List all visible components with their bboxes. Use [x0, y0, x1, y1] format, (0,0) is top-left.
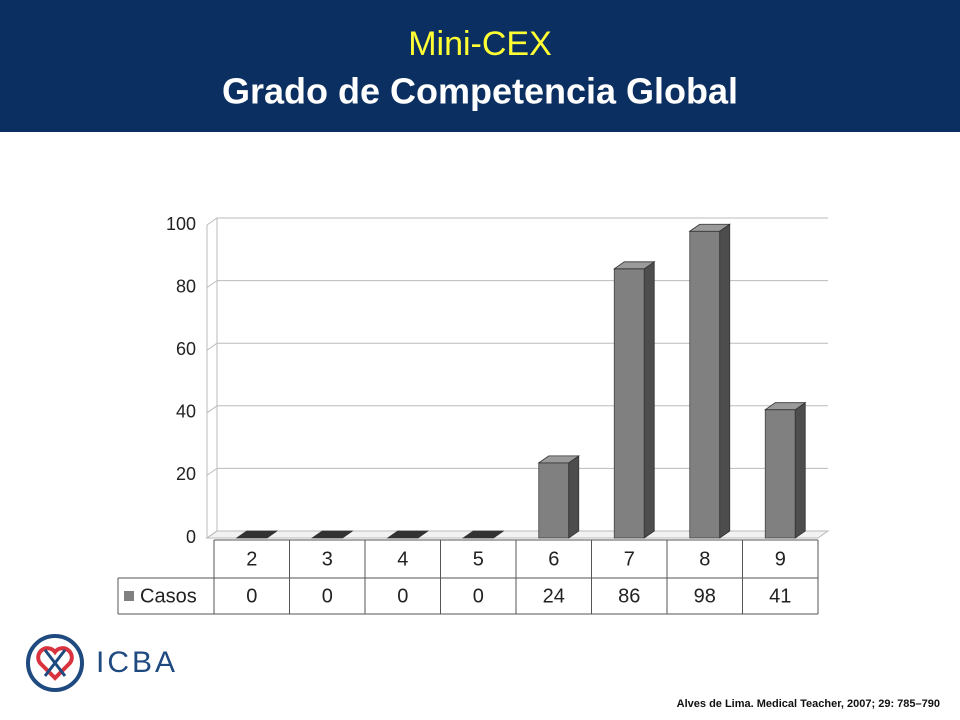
y-tick-label: 60 — [176, 339, 196, 359]
bar-top — [537, 455, 581, 464]
chart-subtitle: Grado de Competencia Global — [222, 71, 738, 112]
table-value: 98 — [694, 585, 716, 607]
chart-title: Mini-CEX — [408, 25, 552, 63]
legend-label: Casos — [140, 585, 197, 607]
source-citation: Alves de Lima. Medical Teacher, 2007; 29… — [677, 698, 940, 710]
y-tick-label: 0 — [186, 527, 196, 547]
x-tick-label: 9 — [775, 548, 786, 570]
y-tick-label: 40 — [176, 402, 196, 422]
bar-top — [310, 530, 354, 539]
table-value: 41 — [769, 585, 791, 607]
y-tick-label: 20 — [176, 464, 196, 484]
x-tick-label: 3 — [322, 548, 333, 570]
table-value: 0 — [473, 585, 484, 607]
bar-side — [719, 223, 731, 539]
x-tick-label: 8 — [699, 548, 710, 570]
bar — [613, 268, 645, 539]
bar-top — [763, 402, 807, 411]
bar-side — [643, 261, 655, 539]
y-tick-label: 80 — [176, 276, 196, 296]
x-tick-label: 5 — [473, 548, 484, 570]
bar — [689, 230, 721, 539]
table-value: 0 — [322, 585, 333, 607]
x-tick-label: 2 — [246, 548, 257, 570]
legend-swatch — [124, 591, 134, 601]
bar — [538, 462, 570, 539]
table-value: 86 — [618, 585, 640, 607]
bar-top — [688, 223, 732, 232]
header-band — [0, 0, 960, 132]
bar-side — [568, 455, 580, 539]
x-tick-label: 4 — [397, 548, 408, 570]
x-tick-label: 7 — [624, 548, 635, 570]
table-value: 0 — [397, 585, 408, 607]
bar-side — [794, 401, 806, 539]
bar — [764, 409, 796, 539]
bar-top — [386, 530, 430, 539]
floor — [205, 530, 830, 539]
y-tick-label: 100 — [166, 214, 196, 234]
grid-line — [206, 217, 828, 226]
logo-text: ICBA — [96, 646, 178, 679]
bar-top — [461, 530, 505, 539]
x-tick-label: 6 — [548, 548, 559, 570]
table-value: 0 — [246, 585, 257, 607]
logo-mark — [26, 634, 84, 692]
table-value: 24 — [543, 585, 565, 607]
bar-top — [235, 530, 279, 539]
bar-top — [612, 261, 656, 270]
